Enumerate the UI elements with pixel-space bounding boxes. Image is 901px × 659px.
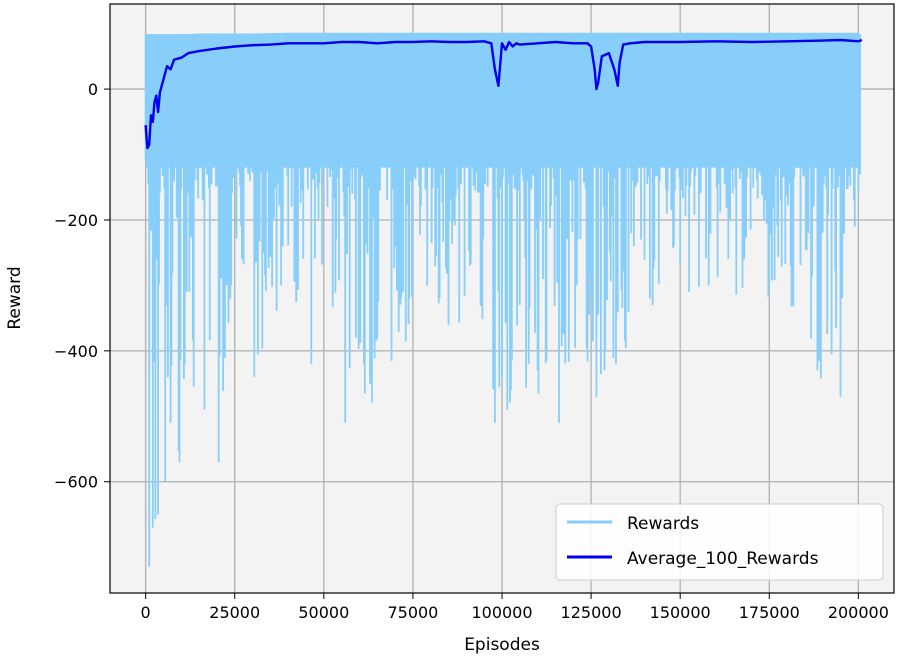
axis-ticks: 0 25000 50000 75000 100000 125000 150000 175000… [54,80,889,622]
legend-box [555,503,884,581]
x-tick-label: 75000 [387,603,438,622]
y-tick-label: 0 [88,80,98,99]
rewards-series [144,32,861,567]
legend-label-average: Average_100_Rewards [627,549,819,569]
x-tick-label: 50000 [298,603,349,622]
x-tick-label: 150000 [650,603,711,622]
y-tick-label: −600 [54,473,98,492]
y-tick-label: −400 [54,342,98,361]
x-tick-label: 0 [141,603,151,622]
y-axis-label: Reward [5,266,25,329]
x-tick-label: 25000 [209,603,260,622]
x-tick-label: 125000 [561,603,622,622]
x-tick-label: 200000 [828,603,889,622]
y-tick-label: −200 [54,211,98,230]
x-axis-label: Episodes [464,635,540,655]
x-tick-label: 100000 [471,603,532,622]
legend: Rewards Average_100_Rewards [555,503,884,581]
rewards-line [144,34,861,567]
average-series [144,38,863,150]
legend-label-rewards: Rewards [627,514,699,534]
x-tick-label: 175000 [739,603,800,622]
average-line [144,38,863,150]
